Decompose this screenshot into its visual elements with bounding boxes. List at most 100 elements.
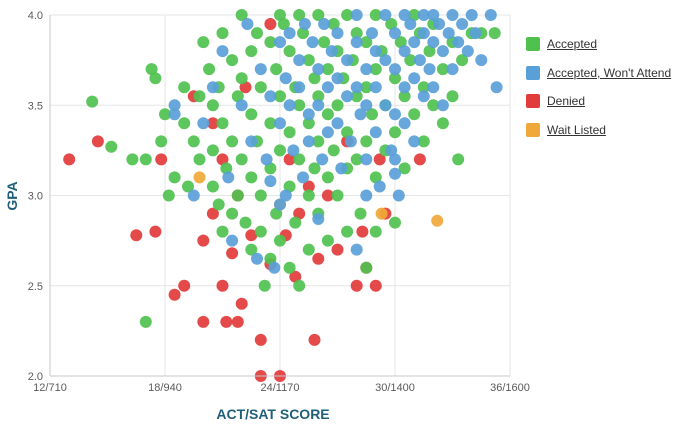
data-point-accepted-wont-attend: [274, 117, 286, 130]
data-point-accepted-wont-attend: [456, 18, 469, 30]
data-point-denied: [413, 153, 426, 166]
data-point-accepted: [302, 117, 315, 130]
x-tick-label: 36/1600: [490, 382, 530, 394]
x-tick-label: 12/710: [33, 382, 67, 394]
data-point-accepted: [274, 9, 286, 21]
data-point-accepted-wont-attend: [274, 36, 286, 49]
data-point-accepted: [327, 144, 340, 157]
data-point-accepted: [264, 36, 277, 49]
data-point-accepted-wont-attend: [427, 9, 440, 21]
data-point-accepted-wont-attend: [302, 108, 315, 121]
data-point-accepted: [302, 189, 315, 202]
data-point-accepted-wont-attend: [461, 45, 474, 58]
data-point-accepted-wont-attend: [279, 189, 292, 202]
data-point-accepted-wont-attend: [417, 27, 430, 40]
data-point-accepted-wont-attend: [369, 126, 382, 139]
data-point-accepted-wont-attend: [344, 135, 357, 148]
data-point-denied: [293, 207, 306, 220]
data-point-denied: [149, 225, 162, 238]
data-point-wait-listed: [375, 207, 388, 220]
data-point-accepted-wont-attend: [350, 36, 363, 49]
data-point-accepted-wont-attend: [360, 99, 373, 112]
data-point-denied: [206, 207, 219, 220]
data-point-accepted-wont-attend: [260, 153, 273, 166]
data-point-accepted-wont-attend: [408, 36, 421, 49]
data-point-accepted: [427, 99, 440, 112]
data-point-accepted-wont-attend: [298, 18, 311, 30]
data-point-accepted-wont-attend: [331, 27, 344, 40]
data-point-accepted: [308, 162, 321, 175]
data-point-accepted: [155, 135, 168, 148]
data-point-accepted: [350, 153, 363, 166]
data-point-accepted: [270, 63, 283, 76]
data-point-denied: [289, 270, 302, 283]
data-point-accepted: [321, 171, 334, 184]
data-point-accepted-wont-attend: [251, 252, 263, 265]
data-point-accepted-wont-attend: [373, 180, 386, 193]
data-point-denied: [206, 117, 219, 130]
legend-item-accepted-wont-attend[interactable]: Accepted, Won't Attend: [526, 59, 676, 88]
data-point-accepted-wont-attend: [350, 81, 363, 94]
data-point-accepted-wont-attend: [264, 175, 277, 188]
data-point-accepted: [446, 90, 459, 103]
data-point-accepted-wont-attend: [287, 144, 300, 157]
data-point-accepted-wont-attend: [398, 9, 411, 21]
legend-item-accepted[interactable]: Accepted: [526, 30, 676, 59]
legend-label-accepted: Accepted: [547, 37, 598, 52]
data-point-accepted: [312, 135, 325, 148]
data-point-accepted-wont-attend: [226, 234, 239, 247]
legend-item-denied[interactable]: Denied: [526, 87, 676, 116]
data-point-accepted: [321, 63, 334, 76]
data-point-accepted: [283, 126, 296, 139]
data-point-accepted-wont-attend: [469, 27, 482, 40]
data-point-accepted: [182, 180, 194, 193]
data-point-accepted-wont-attend: [241, 18, 254, 30]
x-tick-labels: 12/710 18/940 24/1170 30/1400 36/1600: [33, 382, 530, 394]
data-point-accepted-wont-attend: [427, 81, 440, 94]
axes: [49, 15, 510, 377]
legend: Accepted Accepted, Won't Attend Denied W…: [526, 30, 676, 144]
data-point-accepted: [321, 234, 334, 247]
data-point-accepted: [302, 54, 315, 67]
data-point-accepted: [389, 216, 401, 229]
data-point-accepted: [417, 81, 430, 94]
y-tick-label: 2.0: [28, 371, 43, 383]
data-point-accepted-wont-attend: [350, 9, 363, 21]
data-point-accepted-wont-attend: [398, 81, 411, 94]
data-point-accepted: [302, 243, 315, 256]
legend-swatch-accepted: [526, 37, 540, 52]
x-tick-label: 18/940: [148, 382, 182, 394]
data-point-wait-listed: [431, 214, 444, 227]
data-point-accepted-wont-attend: [392, 189, 405, 202]
data-point-accepted: [226, 207, 239, 220]
data-point-accepted-wont-attend: [398, 45, 411, 58]
legend-swatch-accepted-wont-attend: [526, 65, 540, 80]
data-point-accepted: [369, 63, 382, 76]
data-point-accepted: [274, 90, 286, 103]
data-point-accepted-wont-attend: [331, 117, 344, 130]
data-point-accepted-wont-attend: [360, 153, 373, 166]
data-point-denied: [283, 153, 296, 166]
data-point-denied: [264, 18, 277, 30]
data-point-accepted: [231, 189, 244, 202]
data-point-accepted: [216, 27, 229, 40]
data-point-accepted: [193, 90, 206, 103]
data-point-denied: [197, 315, 210, 328]
data-point-accepted-wont-attend: [408, 135, 421, 148]
data-point-accepted: [245, 171, 258, 184]
data-point-accepted-wont-attend: [325, 45, 338, 58]
data-point-accepted-wont-attend: [369, 81, 382, 94]
data-point-accepted-wont-attend: [389, 153, 401, 166]
y-tick-label: 4.0: [28, 10, 43, 22]
data-point-accepted: [277, 18, 290, 30]
data-point-accepted: [254, 81, 267, 94]
data-point-accepted: [264, 162, 277, 175]
legend-swatch-wait-listed: [526, 122, 540, 137]
data-point-accepted-wont-attend: [446, 63, 459, 76]
data-point-denied: [231, 315, 244, 328]
data-point-accepted: [293, 279, 306, 292]
legend-item-wait-listed[interactable]: Wait Listed: [526, 116, 676, 145]
data-point-accepted-wont-attend: [197, 117, 210, 130]
data-point-accepted: [220, 162, 233, 175]
